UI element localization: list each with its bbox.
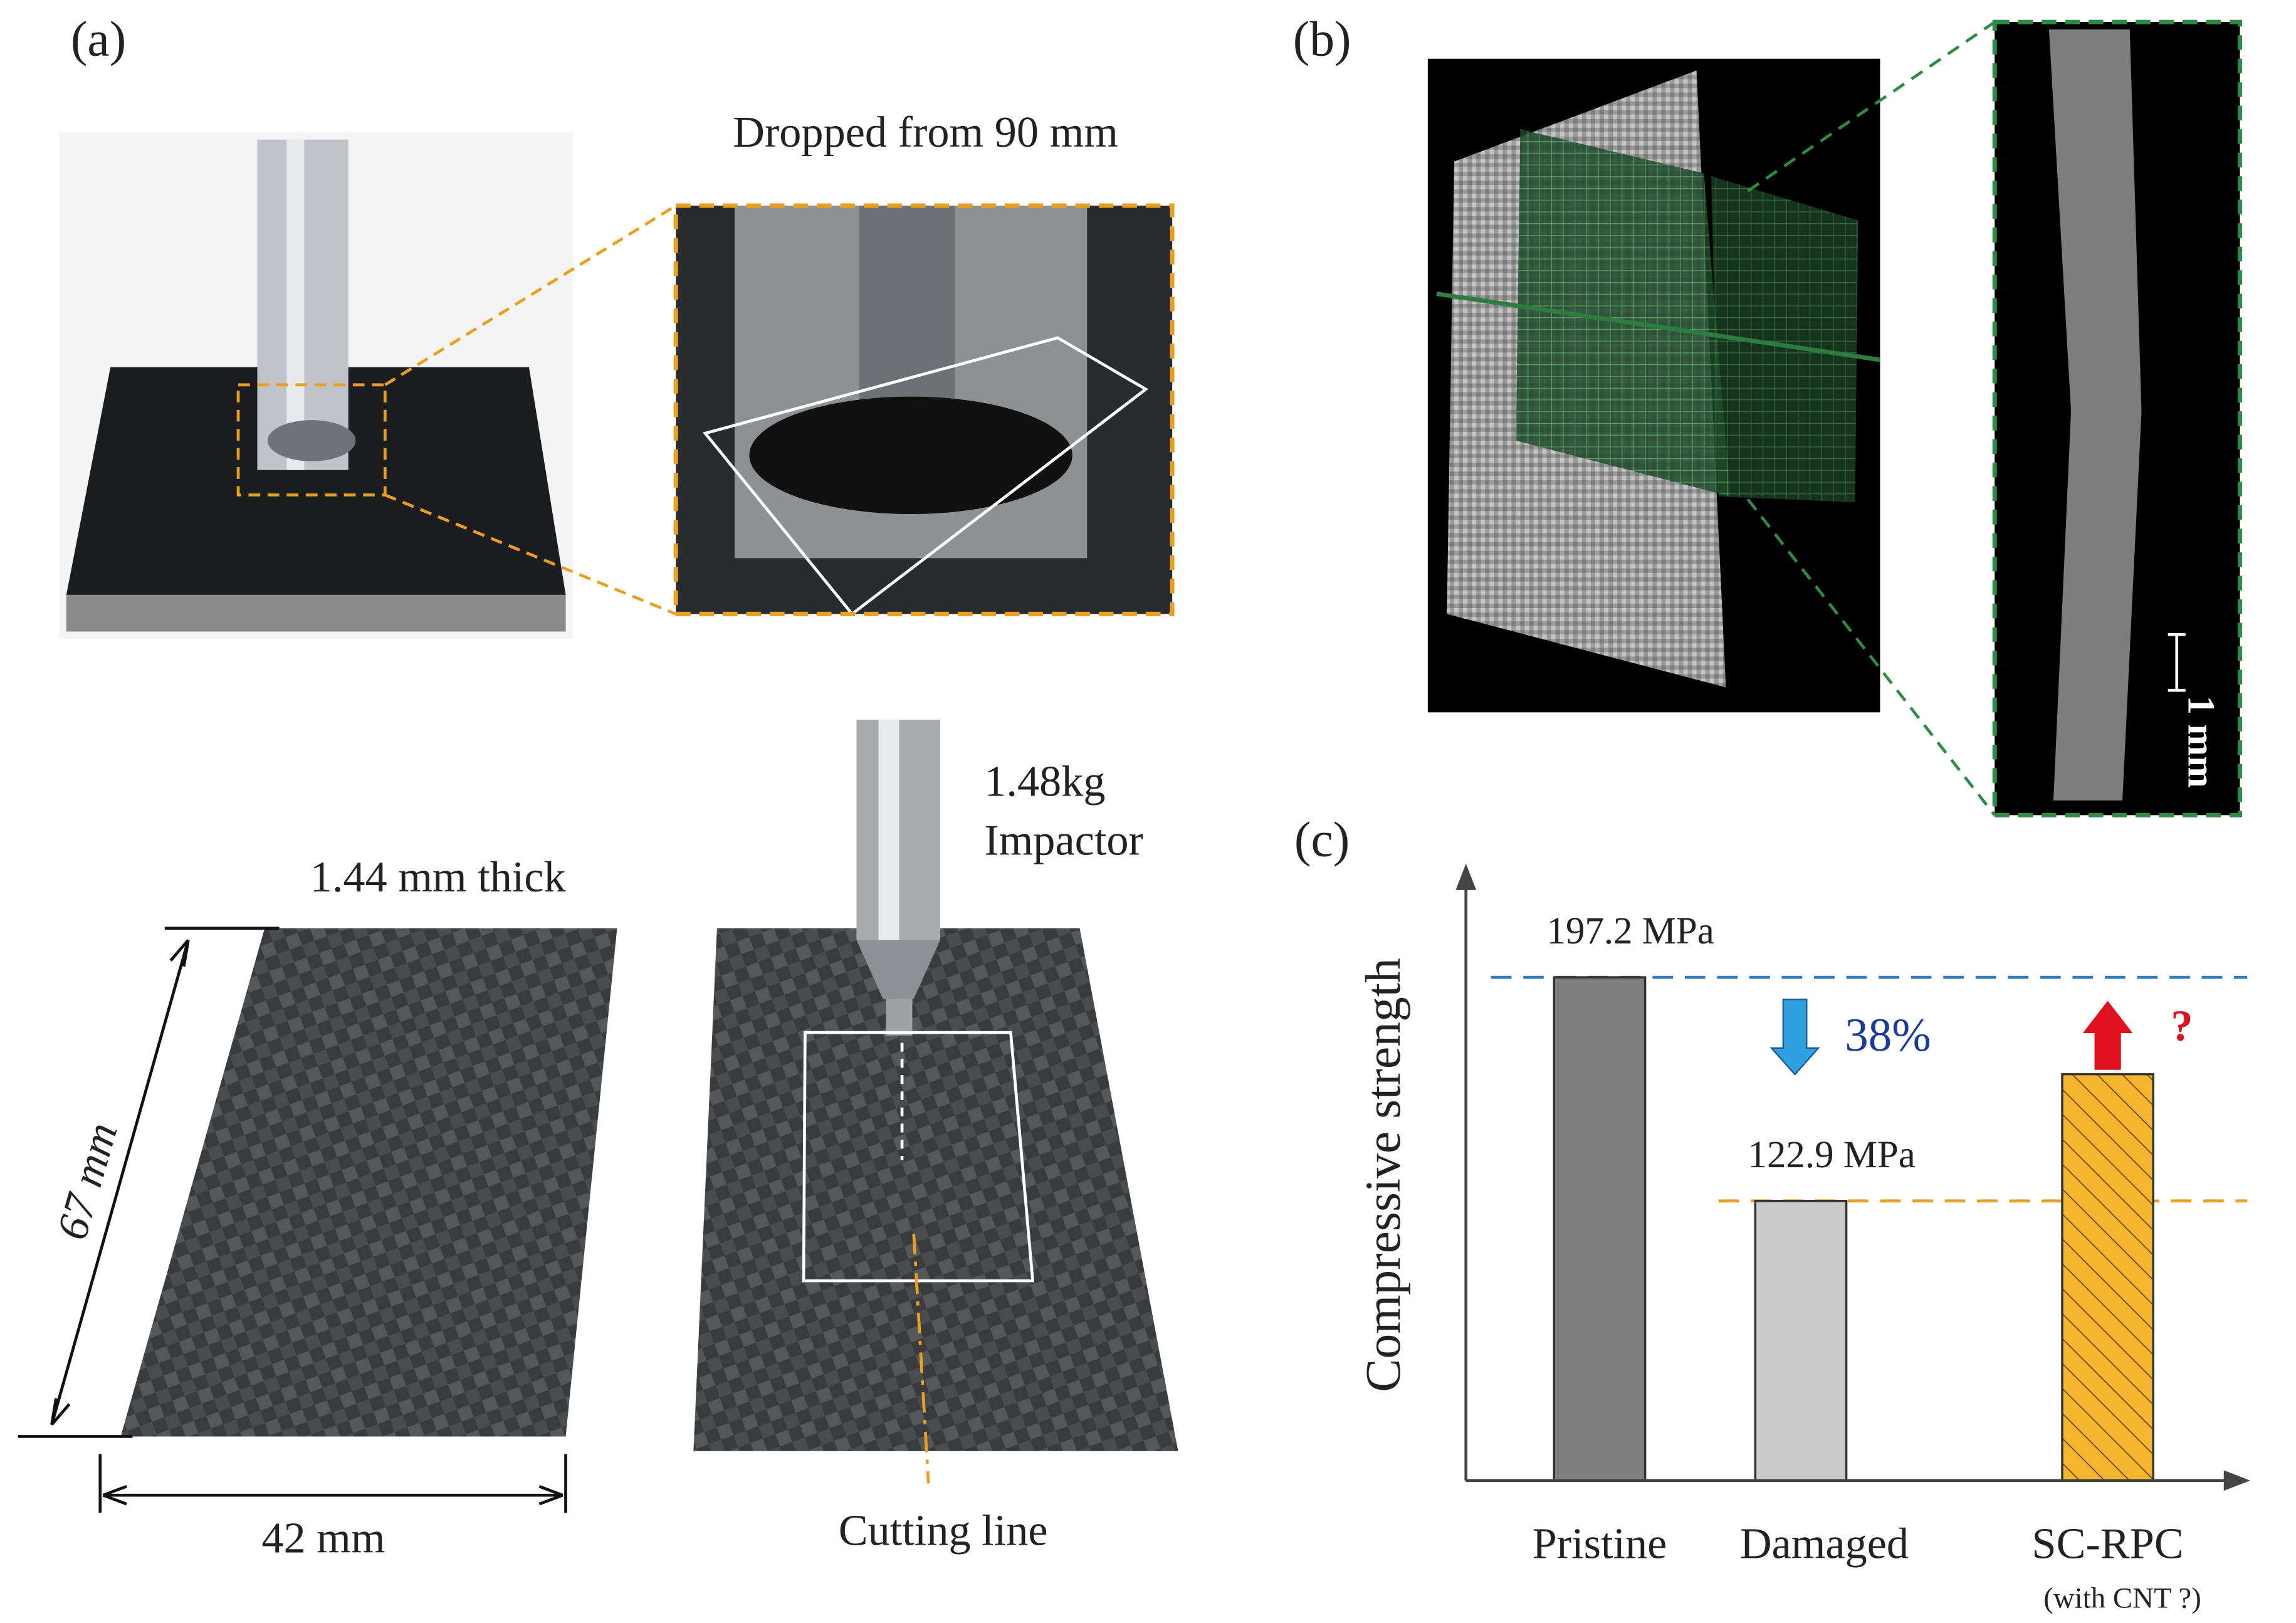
dimension-label: 67 mm (48, 1117, 127, 1244)
panel-label: (c) (1294, 812, 1350, 867)
zoom-connector (384, 204, 677, 616)
panel-label: (a) (71, 12, 126, 67)
zoom-box (236, 383, 387, 496)
x-tick-label: Damaged (1740, 1520, 1909, 1568)
annotation: ? (2171, 1001, 2193, 1050)
zoom-connector (1746, 21, 1996, 816)
value-label: 197.2 MPa (1547, 910, 1714, 952)
annotation: 38% (1845, 1009, 1931, 1061)
inspection-box (802, 1031, 1035, 1283)
dimension-lines (18, 927, 567, 1513)
inset-border (673, 203, 1175, 616)
cutting-line (912, 1233, 930, 1484)
y-axis-label: Compressive strength (1356, 958, 1411, 1392)
x-tick-label: SC-RPC (2032, 1520, 2184, 1568)
chart: 197.2 MPa Pristine 122.9 MPa Damaged SC-RPC (… (1455, 863, 2250, 1615)
plate-pristine (120, 928, 617, 1437)
category-note: (with CNT ?) (2043, 1582, 2201, 1615)
bar (1553, 976, 1647, 1482)
annotation: 1.44 mm thick (310, 853, 567, 901)
dimension-label: 42 mm (261, 1513, 385, 1562)
apparatus-photo (59, 132, 574, 639)
bar (2061, 1073, 2155, 1482)
annotation: Dropped from 90 mm (733, 108, 1118, 157)
inset-photo (676, 206, 1173, 616)
bar (1754, 1199, 1848, 1482)
ct-volume (1427, 58, 1880, 713)
value-label: 122.9 MPa (1748, 1134, 1915, 1176)
x-axis-arrow (2223, 1470, 2250, 1491)
increase-arrow (2082, 1001, 2133, 1070)
panel-label: (b) (1293, 12, 1351, 67)
plate-impacted (693, 928, 1178, 1451)
slice-border (1992, 19, 2243, 817)
annotation: Cutting line (839, 1506, 1048, 1555)
decrease-arrow (1769, 999, 1820, 1076)
ct-slice (1995, 22, 2240, 816)
scale-bar-label: 1 mm (2180, 696, 2222, 788)
y-axis-arrow (1455, 863, 1477, 890)
annotation: 1.48kg (984, 757, 1105, 806)
impactor (856, 720, 940, 1036)
annotation: Impactor (984, 816, 1143, 864)
x-tick-label: Pristine (1533, 1520, 1667, 1568)
